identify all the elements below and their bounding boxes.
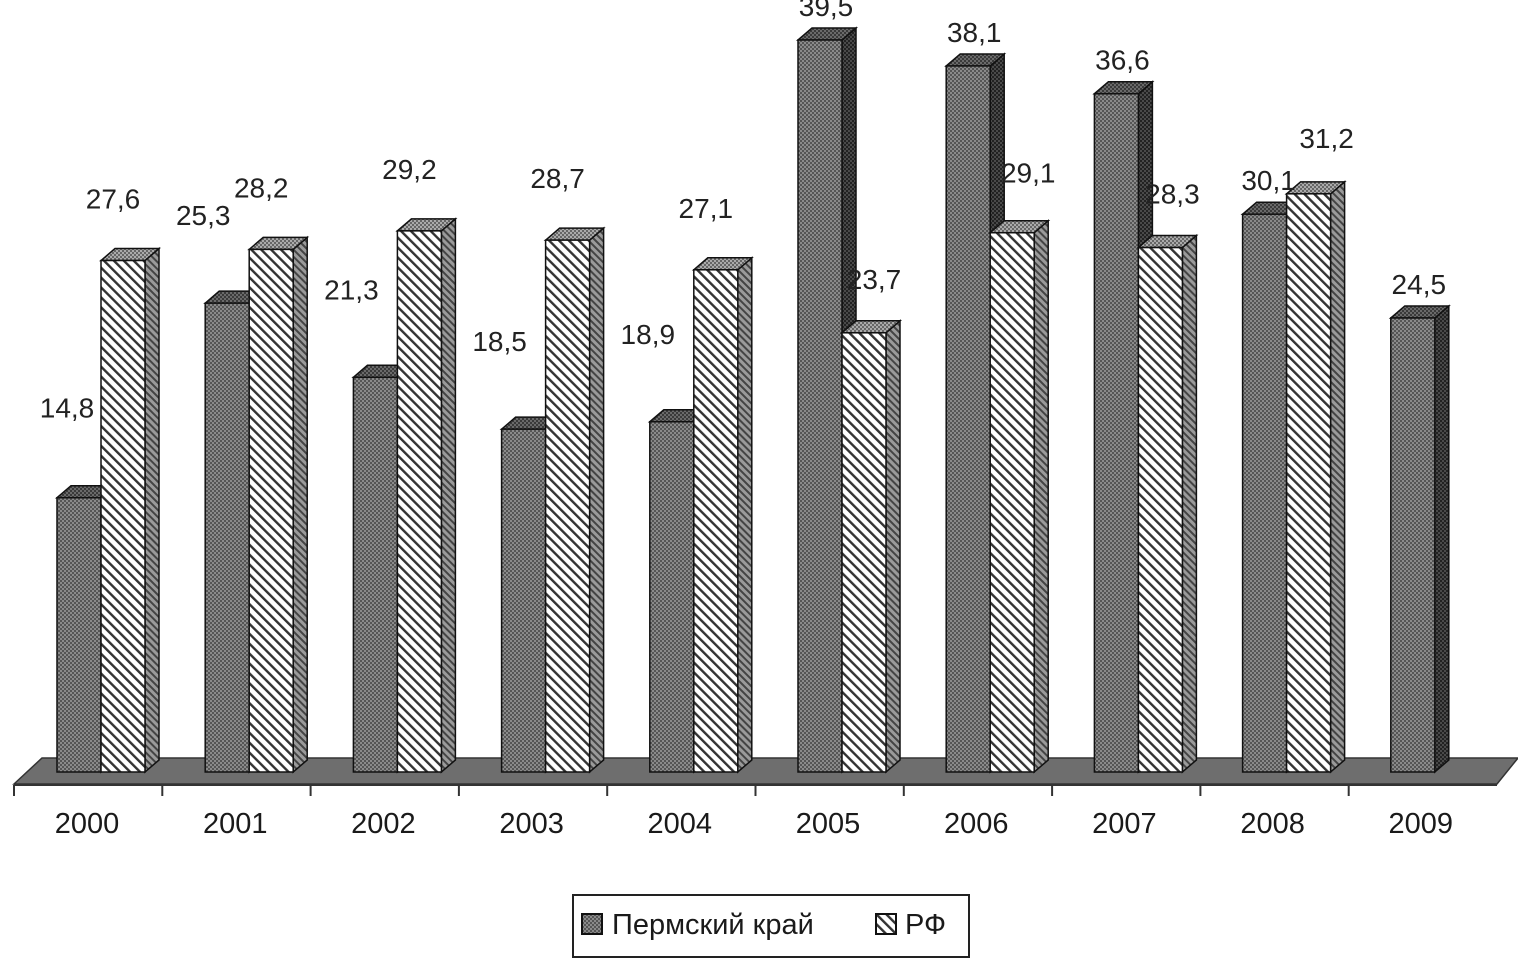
bar-front — [1285, 193, 1332, 773]
bar-front — [248, 248, 294, 773]
data-label-perm-2009: 24,5 — [1392, 269, 1447, 300]
bar-side — [440, 217, 457, 774]
data-label-perm-2008: 30,1 — [1241, 165, 1296, 196]
bar-front — [649, 421, 695, 773]
bars-group — [54, 26, 1451, 774]
bar-front — [396, 230, 443, 773]
x-tick-label: 2007 — [1092, 808, 1157, 840]
data-labels-group: 14,8 27,6 25,328,2 21,3 29,2 18,5 28,7 18,9 27,1… — [40, 0, 1446, 424]
bar-side — [144, 246, 160, 774]
bar-side — [885, 319, 901, 774]
bar-rf-2005 — [839, 319, 903, 774]
data-label-perm-2003: 18,5 — [472, 326, 527, 357]
data-label-perm-2000: 14,8 — [40, 393, 95, 424]
data-label-perm-2002: 21,3 — [324, 274, 379, 305]
bar-front — [100, 259, 146, 773]
bar-perm-2009 — [1388, 304, 1451, 774]
legend-frame — [572, 894, 970, 958]
data-label-rf-2007: 28,3 — [1145, 179, 1200, 210]
data-label-perm-2004: 18,9 — [621, 319, 676, 350]
bar-rf-2008 — [1284, 180, 1347, 774]
bar-side — [737, 256, 753, 774]
data-label-rf-2002: 29,2 — [382, 154, 437, 185]
data-label-rf-2006: 29,1 — [1001, 158, 1056, 189]
bar-side — [588, 226, 605, 774]
data-label-rf-2001: 28,2 — [234, 172, 289, 203]
bar-front — [56, 496, 102, 773]
bar-front — [1241, 213, 1288, 773]
x-tick-label: 2001 — [203, 808, 268, 840]
bar-rf-2000 — [98, 246, 162, 774]
legend-label-rf: РФ — [905, 909, 946, 941]
data-label-rf-2000: 27,6 — [86, 184, 141, 215]
bar-front — [500, 428, 547, 773]
bar-rf-2003 — [543, 226, 606, 774]
bar-rf-2004 — [691, 256, 754, 774]
x-axis: 2000 2001 2002 2003 2004 2005 2006 2007 2008 2009 — [13, 785, 1454, 840]
bar-front — [797, 39, 843, 773]
bar-rf-2001 — [247, 235, 310, 774]
data-label-rf-2005: 23,7 — [847, 264, 902, 295]
legend: Пермский край РФ — [572, 894, 970, 958]
bar-side — [292, 235, 308, 774]
bar-front — [544, 239, 591, 773]
data-label-perm-2001: 25,3 — [176, 200, 231, 231]
x-tick-label: 2003 — [499, 808, 564, 840]
legend-label-perm: Пермский край — [612, 909, 814, 941]
x-tick-label: 2000 — [55, 808, 120, 840]
bar-front — [841, 332, 887, 773]
bar-rf-2002 — [395, 217, 458, 774]
x-tick-label: 2009 — [1389, 808, 1454, 840]
bar-rf-2007 — [1136, 233, 1199, 774]
bar-front — [352, 376, 399, 773]
x-tick-label: 2006 — [944, 808, 1009, 840]
bar-front — [204, 302, 250, 773]
data-label-rf-2008: 31,2 — [1299, 123, 1354, 154]
data-label-perm-2006: 38,1 — [947, 17, 1002, 48]
x-tick-label: 2005 — [796, 808, 861, 840]
bar-side — [1181, 233, 1198, 774]
data-label-perm-2005: 39,5 — [799, 0, 854, 22]
data-label-rf-2004: 27,1 — [679, 193, 734, 224]
bar-side — [1329, 180, 1346, 774]
x-tick-label: 2008 — [1240, 808, 1305, 840]
bar-front — [1093, 92, 1140, 773]
bar-front — [1137, 246, 1184, 773]
bar-rf-2006 — [988, 219, 1051, 774]
bar-perm-2005 — [795, 26, 859, 774]
bar-front — [693, 269, 739, 773]
bar-side — [1434, 304, 1450, 774]
bar-side — [1033, 219, 1049, 774]
data-label-rf-2003: 28,7 — [530, 163, 585, 194]
legend-swatch-perm — [581, 913, 603, 935]
x-tick-label: 2004 — [648, 808, 713, 840]
x-tick-label: 2002 — [351, 808, 416, 840]
bar-front — [989, 231, 1035, 773]
bar-front — [945, 65, 991, 773]
data-label-perm-2007: 36,6 — [1095, 45, 1150, 76]
legend-swatch-rf — [875, 913, 897, 935]
bar-front — [1390, 317, 1436, 773]
